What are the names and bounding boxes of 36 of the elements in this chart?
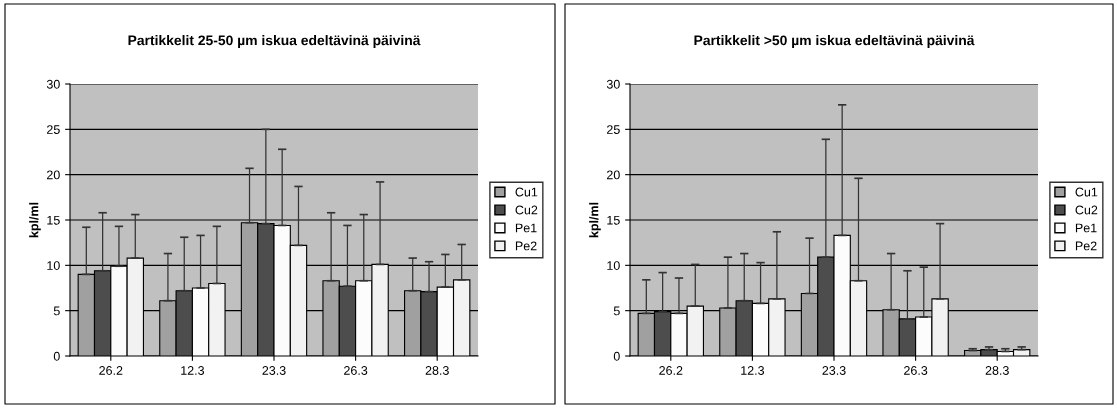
- legend-label: Pe2: [515, 241, 537, 251]
- y-tick-label: 5: [53, 306, 60, 316]
- chart-title: Partikkelit >50 µm iskua edeltävinä päivinä: [694, 35, 975, 48]
- x-tick-label: 26.3: [904, 366, 928, 375]
- y-tick-label: 30: [606, 79, 620, 89]
- y-tick-label: 25: [47, 125, 60, 134]
- legend-label: Cu1: [1075, 187, 1098, 197]
- x-tick-label: 12.3: [741, 366, 765, 375]
- legend-label: Pe1: [1075, 223, 1097, 233]
- legend-label: Cu2: [515, 205, 538, 215]
- y-tick-label: 0: [613, 351, 620, 361]
- x-tick-label: 26.2: [659, 366, 683, 375]
- x-tick-label: 26.3: [344, 366, 368, 375]
- x-tick-label: 28.3: [425, 366, 449, 375]
- y-tick-label: 20: [47, 170, 60, 180]
- legend-label: Pe1: [515, 223, 537, 233]
- chart-title: Partikkelit 25-50 µm iskua edeltävinä päivinä: [128, 35, 421, 48]
- y-tick-label: 15: [47, 215, 60, 225]
- x-tick-label: 26.2: [99, 366, 123, 375]
- legend-label: Cu2: [1075, 205, 1098, 215]
- y-tick-label: 10: [47, 261, 60, 270]
- y-tick-label: 5: [613, 306, 620, 316]
- y-axis-title: kpl/ml: [29, 202, 41, 238]
- y-tick-label: 0: [53, 351, 60, 361]
- y-tick-label: 30: [46, 79, 60, 89]
- y-tick-label: 25: [607, 125, 620, 134]
- legend-label: Pe2: [1075, 241, 1097, 251]
- x-tick-label: 12.3: [181, 366, 205, 375]
- y-tick-label: 15: [607, 215, 620, 225]
- x-tick-label: 28.3: [985, 366, 1009, 375]
- legend-label: Cu1: [515, 187, 538, 197]
- x-tick-label: 23.3: [822, 366, 846, 375]
- y-tick-label: 10: [607, 261, 620, 270]
- x-tick-label: 23.3: [262, 366, 286, 375]
- y-axis-title: kpl/ml: [589, 202, 601, 238]
- y-tick-label: 20: [607, 170, 620, 180]
